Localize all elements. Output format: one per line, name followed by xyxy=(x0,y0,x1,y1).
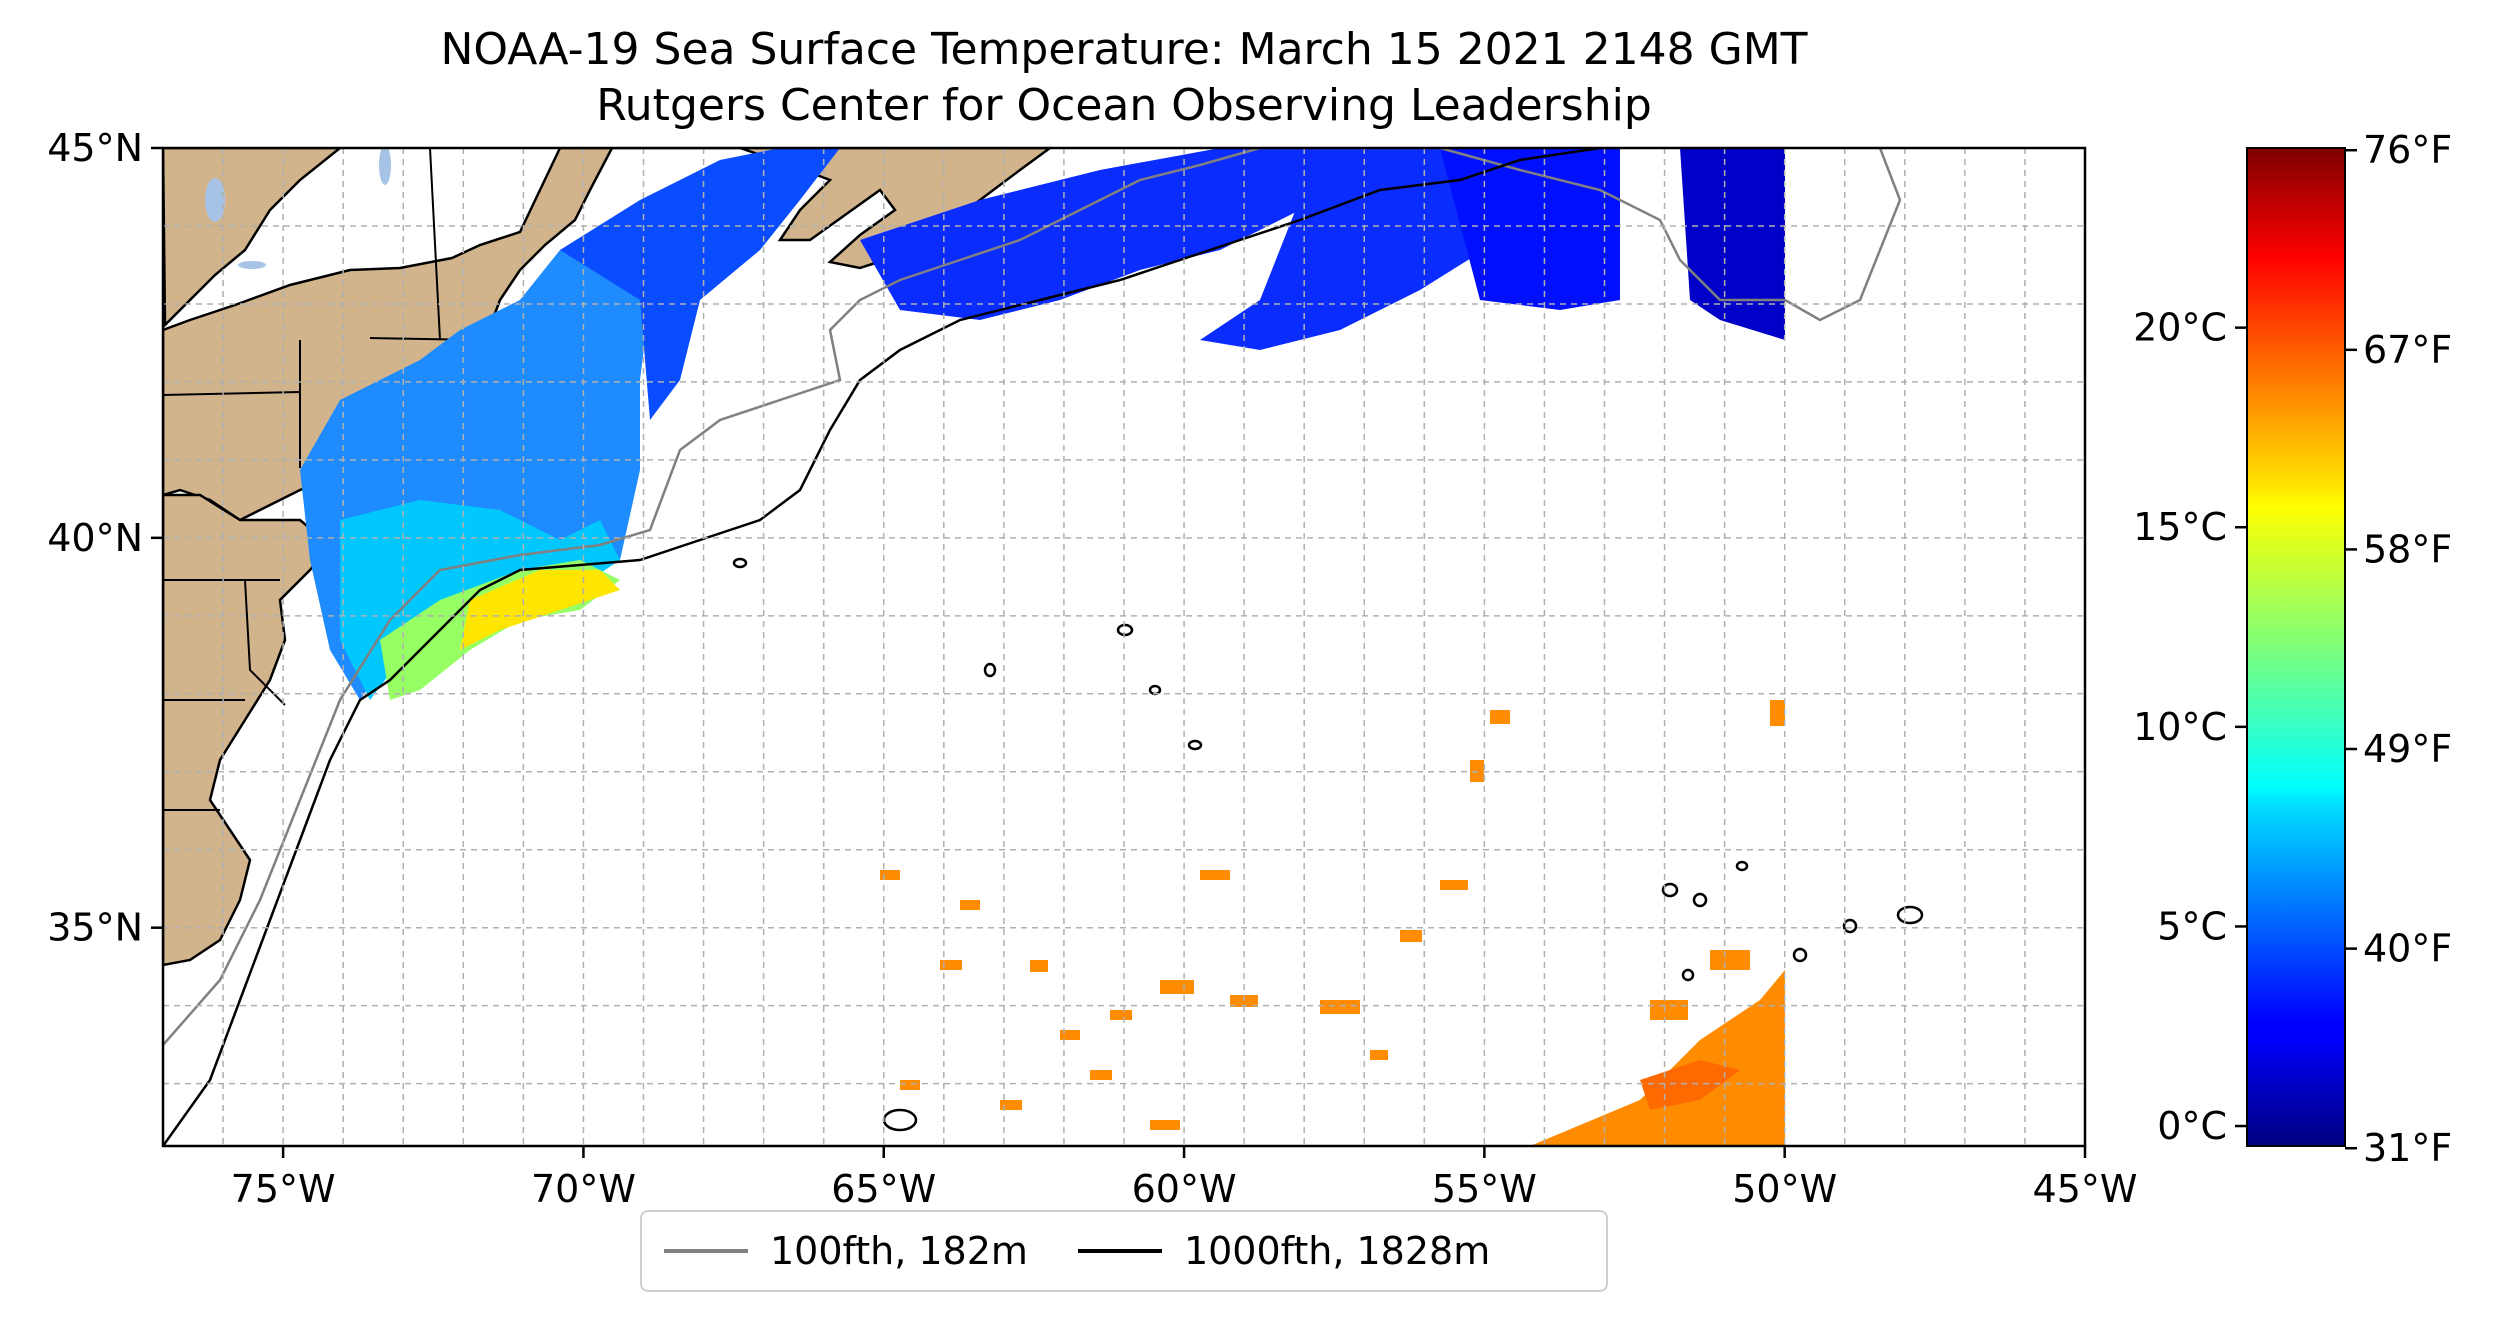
x-tick-label: 60°W xyxy=(1132,1167,1237,1211)
colorbar-fahrenheit-label: 49°F xyxy=(2363,727,2452,771)
colorbar-fahrenheit-label: 76°F xyxy=(2363,128,2452,172)
y-tick-label: 40°N xyxy=(47,516,143,560)
x-tick-label: 45°W xyxy=(2033,1167,2138,1211)
legend-swatch-1000fth xyxy=(1077,1249,1162,1253)
contour-1000fth xyxy=(163,148,1601,1146)
figure-title: NOAA-19 Sea Surface Temperature: March 1… xyxy=(440,24,1808,75)
land-northeast-us xyxy=(163,148,740,522)
colorbar xyxy=(2246,147,2346,1147)
contour-100fth xyxy=(163,148,1902,1046)
land-nova-scotia xyxy=(739,148,1053,270)
colorbar-fahrenheit-label: 31°F xyxy=(2363,1126,2452,1170)
colorbar-fahrenheit-label: 40°F xyxy=(2363,927,2452,971)
legend-label-100fth: 100fth, 182m xyxy=(770,1229,1028,1273)
state-borders xyxy=(163,148,481,811)
colorbar-celsius-label: 15°C xyxy=(2133,505,2227,549)
colorbar-celsius-label: 5°C xyxy=(2157,904,2227,948)
legend-item-100fth: 100fth, 182m xyxy=(664,1229,1028,1273)
colorbar-celsius-label: 20°C xyxy=(2133,306,2227,350)
x-tick-label: 65°W xyxy=(831,1167,936,1211)
x-tick-label: 70°W xyxy=(531,1167,636,1211)
y-tick-label: 45°N xyxy=(47,126,143,170)
sst-scatter xyxy=(880,700,1785,1130)
colorbar-fahrenheit-axis: 31°F 40°F 49°F 58°F 67°F 76°F xyxy=(2345,128,2452,1170)
colorbar-celsius-label: 10°C xyxy=(2133,705,2227,749)
x-tick-label: 75°W xyxy=(231,1167,336,1211)
colorbar-celsius-axis: 0°C 5°C 10°C 15°C 20°C xyxy=(2133,306,2247,1148)
legend: 100fth, 182m 1000fth, 1828m xyxy=(640,1210,1608,1292)
colorbar-fahrenheit-label: 58°F xyxy=(2363,527,2452,571)
colorbar-fahrenheit-label: 67°F xyxy=(2363,328,2452,372)
figure-subtitle: Rutgers Center for Ocean Observing Leade… xyxy=(596,80,1652,131)
y-axis: 45°N 40°N 35°N xyxy=(47,126,163,950)
y-tick-label: 35°N xyxy=(47,906,143,950)
map-frame xyxy=(161,146,2087,1148)
legend-label-1000fth: 1000fth, 1828m xyxy=(1183,1229,1491,1273)
legend-item-1000fth: 1000fth, 1828m xyxy=(1077,1229,1491,1273)
colorbar-celsius-label: 0°C xyxy=(2157,1104,2227,1148)
legend-swatch-100fth xyxy=(664,1249,748,1253)
land-mid-atlantic xyxy=(163,493,332,967)
lakes xyxy=(205,148,391,269)
x-tick-label: 50°W xyxy=(1732,1167,1837,1211)
gridlines xyxy=(162,147,2086,1146)
x-tick-label: 55°W xyxy=(1432,1167,1537,1211)
x-axis: 75°W 70°W 65°W 60°W 55°W 50°W 45°W xyxy=(231,1146,2138,1211)
